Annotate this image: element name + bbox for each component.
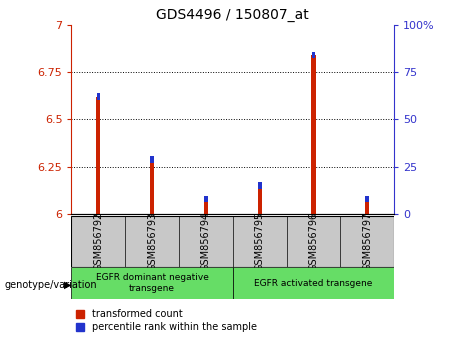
Text: ▶: ▶ xyxy=(64,280,71,290)
Text: GSM856794: GSM856794 xyxy=(201,212,211,271)
Text: EGFR dominant negative
transgene: EGFR dominant negative transgene xyxy=(96,274,208,293)
Bar xyxy=(204,199,208,214)
Bar xyxy=(96,97,100,214)
Bar xyxy=(71,216,394,267)
Text: EGFR activated transgene: EGFR activated transgene xyxy=(254,279,372,288)
Title: GDS4496 / 150807_at: GDS4496 / 150807_at xyxy=(156,8,309,22)
Bar xyxy=(366,196,369,202)
Legend: transformed count, percentile rank within the sample: transformed count, percentile rank withi… xyxy=(77,309,257,332)
FancyBboxPatch shape xyxy=(71,267,233,299)
Bar xyxy=(258,182,261,189)
Text: GSM856797: GSM856797 xyxy=(362,212,372,271)
Bar xyxy=(365,199,369,214)
Bar xyxy=(204,196,208,202)
Bar xyxy=(258,186,262,214)
Bar xyxy=(312,52,315,58)
Text: genotype/variation: genotype/variation xyxy=(5,280,97,290)
Text: GSM856793: GSM856793 xyxy=(147,212,157,271)
Bar xyxy=(96,93,100,100)
Bar xyxy=(311,55,316,214)
Text: GSM856792: GSM856792 xyxy=(93,212,103,271)
Bar xyxy=(150,159,154,214)
Text: GSM856796: GSM856796 xyxy=(308,212,319,271)
Text: GSM856795: GSM856795 xyxy=(254,212,265,271)
Bar xyxy=(150,156,154,162)
FancyBboxPatch shape xyxy=(233,267,394,299)
